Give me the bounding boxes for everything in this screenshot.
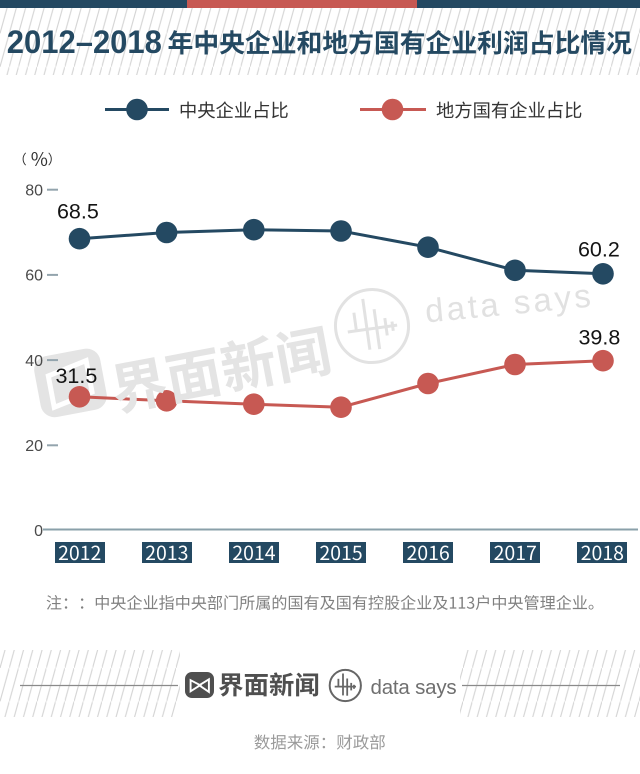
svg-text:60.2: 60.2 xyxy=(578,237,620,261)
svg-text:60: 60 xyxy=(25,268,43,285)
svg-text:2012–2018: 2012–2018 xyxy=(7,23,162,60)
svg-text:data says: data says xyxy=(371,676,457,699)
svg-text:data says: data says xyxy=(423,276,595,329)
svg-text:20: 20 xyxy=(25,438,43,455)
svg-text:68.5: 68.5 xyxy=(57,199,99,223)
svg-text:80: 80 xyxy=(25,182,43,199)
svg-text:39.8: 39.8 xyxy=(578,325,620,349)
svg-text:0: 0 xyxy=(34,523,43,540)
svg-text:31.5: 31.5 xyxy=(55,364,97,388)
svg-text:40: 40 xyxy=(25,353,43,370)
